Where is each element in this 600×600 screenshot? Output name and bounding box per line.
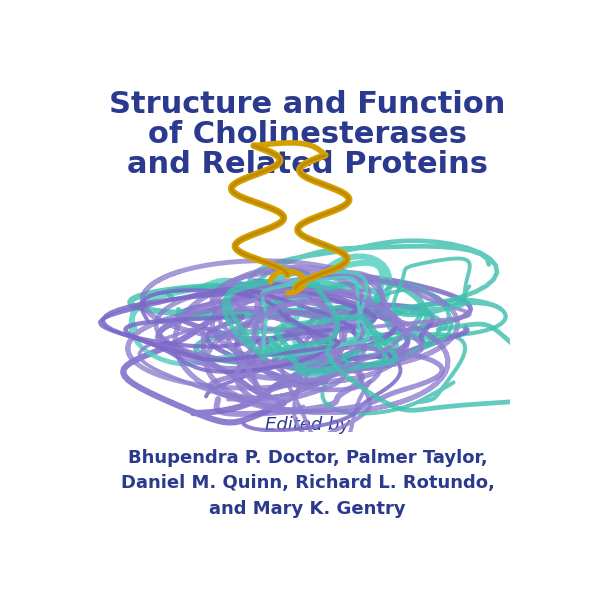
Text: and Related Proteins: and Related Proteins bbox=[127, 150, 488, 179]
Text: and Mary K. Gentry: and Mary K. Gentry bbox=[209, 500, 406, 518]
Text: Edited by: Edited by bbox=[265, 416, 350, 434]
Text: Structure and Function: Structure and Function bbox=[109, 90, 506, 119]
Text: Bhupendra P. Doctor, Palmer Taylor,: Bhupendra P. Doctor, Palmer Taylor, bbox=[128, 449, 487, 467]
Text: of Cholinesterases: of Cholinesterases bbox=[148, 120, 467, 149]
Text: Daniel M. Quinn, Richard L. Rotundo,: Daniel M. Quinn, Richard L. Rotundo, bbox=[121, 474, 494, 492]
